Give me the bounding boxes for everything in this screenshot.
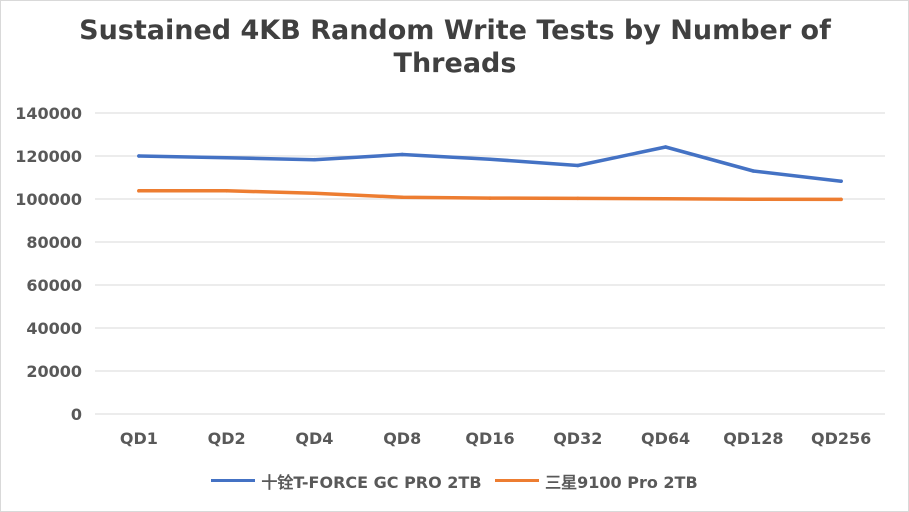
legend-label-teamgroup: 十铨T-FORCE GC PRO 2TB (261, 472, 482, 492)
data-point[interactable] (663, 197, 668, 201)
legend-label-samsung: 三星9100 Pro 2TB (545, 472, 698, 492)
y-tick-label: 0 (71, 405, 82, 424)
legend-swatch-samsung (495, 479, 540, 482)
y-tick-label: 20000 (26, 362, 82, 381)
y-tick-label: 140000 (15, 104, 82, 123)
data-point[interactable] (576, 196, 580, 201)
data-point[interactable] (312, 191, 317, 195)
y-tick-label: 60000 (26, 276, 82, 295)
data-point[interactable] (224, 189, 229, 193)
data-point[interactable] (488, 196, 492, 200)
data-point[interactable] (137, 154, 141, 158)
y-tick-label: 80000 (26, 233, 82, 252)
legend: 十铨T-FORCE GC PRO 2TB 三星9100 Pro 2TB (0, 467, 909, 493)
data-point[interactable] (224, 155, 229, 160)
x-tick-label: QD1 (120, 429, 158, 448)
data-point[interactable] (312, 157, 317, 162)
data-point[interactable] (488, 157, 492, 161)
x-tick-label: QD8 (383, 429, 421, 448)
y-tick-label: 40000 (26, 319, 82, 338)
data-point[interactable] (839, 197, 843, 202)
data-point[interactable] (400, 195, 404, 200)
y-axis-ticks: 0 20000 40000 60000 80000 100000 120000 140000 (15, 104, 82, 424)
series-lines (137, 145, 843, 202)
x-tick-label: QD4 (295, 429, 333, 448)
legend-item-teamgroup[interactable]: 十铨T-FORCE GC PRO 2TB (211, 469, 482, 493)
legend-item-samsung[interactable]: 三星9100 Pro 2TB (495, 469, 698, 493)
data-point[interactable] (137, 189, 141, 193)
data-point[interactable] (576, 163, 580, 168)
x-tick-label: QD128 (723, 429, 783, 448)
data-point[interactable] (751, 169, 756, 173)
x-axis-ticks: QD1 QD2 QD4 QD8 QD16 QD32 QD64 QD128 QD256 (120, 429, 871, 448)
data-point[interactable] (751, 197, 756, 201)
y-tick-label: 120000 (15, 147, 82, 166)
series-line-0[interactable] (137, 145, 843, 183)
chart-title: Sustained 4KB Random Write Tests by Numb… (79, 15, 831, 79)
data-point[interactable] (839, 179, 843, 183)
x-tick-label: QD64 (641, 429, 690, 448)
y-tick-label: 100000 (15, 190, 82, 209)
legend-swatch-teamgroup (211, 479, 256, 482)
x-tick-label: QD256 (811, 429, 871, 448)
x-tick-label: QD32 (553, 429, 602, 448)
x-tick-label: QD16 (465, 429, 514, 448)
data-point[interactable] (663, 145, 668, 149)
x-tick-label: QD2 (208, 429, 246, 448)
data-point[interactable] (400, 152, 404, 157)
